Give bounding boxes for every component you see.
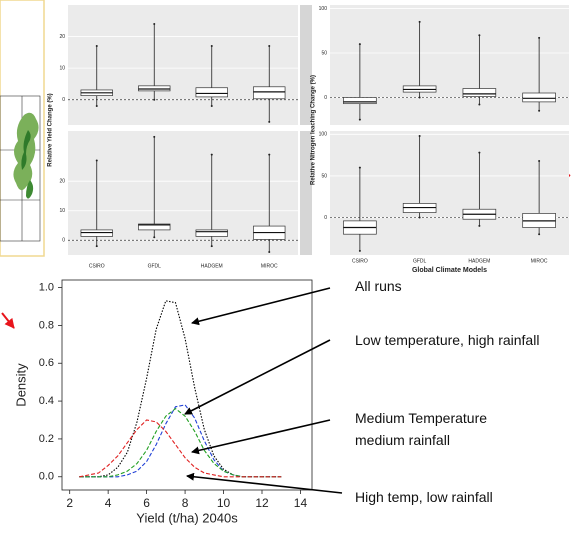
panel-background xyxy=(68,5,298,125)
x-axis-label: Global Climate Models xyxy=(412,267,487,274)
outlier-extreme xyxy=(153,236,155,238)
outlier-extreme xyxy=(359,250,361,252)
annotation-arrow xyxy=(185,340,330,414)
y-tick-label: 0.8 xyxy=(39,319,54,331)
chart: 0102001020CSIROGFDLHADGEMMIROCRelative Y… xyxy=(0,0,572,550)
y-axis-label: Density xyxy=(13,363,28,407)
box xyxy=(343,97,376,103)
outlier-extreme xyxy=(153,136,155,138)
x-tick-label: 8 xyxy=(182,496,189,510)
red-arrow xyxy=(2,313,14,328)
y-tick-label: 1.0 xyxy=(39,281,54,293)
outlier-extreme xyxy=(478,152,480,154)
y-tick-label: 100 xyxy=(319,6,328,12)
x-tick-label: 10 xyxy=(217,496,231,510)
annotation-arrow xyxy=(187,476,342,493)
outlier-extreme xyxy=(96,45,98,47)
outlier-extreme xyxy=(268,154,270,156)
plot-frame xyxy=(62,280,312,490)
x-tick-label: CSIRO xyxy=(352,258,368,264)
outlier-extreme xyxy=(96,105,98,107)
y-tick-label: 20 xyxy=(59,34,65,40)
x-tick-label: MIROC xyxy=(261,263,278,269)
y-tick-label: 10 xyxy=(59,208,65,214)
y-tick-label: 0.4 xyxy=(39,395,54,407)
outlier-extreme xyxy=(211,45,213,47)
y-tick-label: 0 xyxy=(62,97,65,103)
outlier-extreme xyxy=(268,45,270,47)
annotation: All runs xyxy=(355,275,475,297)
outlier-extreme xyxy=(211,105,213,107)
y-tick-label: 0 xyxy=(324,215,327,221)
x-tick-label: GFDL xyxy=(413,258,427,264)
density-line xyxy=(79,409,281,477)
outlier-extreme xyxy=(538,110,540,112)
outlier-extreme xyxy=(268,251,270,253)
x-tick-label: GFDL xyxy=(148,263,162,269)
outlier-extreme xyxy=(419,217,421,219)
y-tick-label: 10 xyxy=(59,65,65,71)
y-tick-label: 20 xyxy=(59,179,65,185)
annotation: Medium Temperature medium rainfall xyxy=(355,407,515,451)
x-tick-label: HADGEM xyxy=(201,263,223,269)
box xyxy=(196,230,228,236)
outlier-extreme xyxy=(478,104,480,106)
y-tick-label: 0 xyxy=(324,95,327,101)
panel-background xyxy=(330,131,569,255)
x-tick-label: HADGEM xyxy=(468,258,490,264)
annotation: Low temperature, high rainfall xyxy=(355,329,545,351)
x-tick-label: 14 xyxy=(294,496,308,510)
outlier-extreme xyxy=(419,21,421,23)
y-tick-label: 100 xyxy=(319,132,328,138)
y-tick-label: 0.0 xyxy=(39,471,54,483)
outlier-extreme xyxy=(419,135,421,137)
annotation-arrow xyxy=(192,288,330,323)
box xyxy=(138,86,170,91)
y-tick-label: 0 xyxy=(62,238,65,244)
map-fragment xyxy=(0,0,44,256)
box xyxy=(463,89,496,97)
outlier-extreme xyxy=(478,34,480,36)
box xyxy=(253,87,285,99)
y-axis-label: Relative Yield Change (%) xyxy=(48,93,54,166)
outlier-extreme xyxy=(359,167,361,169)
outlier-extreme xyxy=(153,99,155,101)
x-tick-label: 12 xyxy=(255,496,269,510)
x-tick-label: 2 xyxy=(66,496,73,510)
box xyxy=(523,93,556,102)
y-axis-label: Relative Nitrogen leaching Change (%) xyxy=(311,75,317,185)
y-tick-label: 50 xyxy=(321,173,327,179)
outlier-extreme xyxy=(419,96,421,98)
annotation: High temp, low rainfall xyxy=(355,486,555,508)
y-tick-label: 50 xyxy=(321,50,327,56)
y-tick-label: 0.2 xyxy=(39,433,54,445)
outlier-extreme xyxy=(478,225,480,227)
y-tick-label: 0.6 xyxy=(39,357,54,369)
outlier-extreme xyxy=(538,37,540,39)
outlier-extreme xyxy=(268,121,270,123)
outlier-extreme xyxy=(96,160,98,162)
outlier-extreme xyxy=(359,43,361,45)
x-tick-label: MIROC xyxy=(531,258,548,264)
x-tick-label: 6 xyxy=(143,496,150,510)
x-tick-label: 4 xyxy=(105,496,112,510)
x-tick-label: CSIRO xyxy=(89,263,105,269)
annotation-arrow xyxy=(192,420,330,452)
outlier-extreme xyxy=(153,23,155,25)
x-axis-label: Yield (t/ha) 2040s xyxy=(136,510,238,525)
panel-background xyxy=(330,5,569,125)
outlier-extreme xyxy=(211,245,213,247)
box xyxy=(196,88,228,97)
density-line xyxy=(79,405,281,477)
figure: 0102001020CSIROGFDLHADGEMMIROCRelative Y… xyxy=(0,0,572,550)
density-line xyxy=(79,420,281,477)
outlier-extreme xyxy=(96,245,98,247)
outlier-extreme xyxy=(359,119,361,121)
outlier-extreme xyxy=(211,154,213,156)
outlier-extreme xyxy=(538,160,540,162)
outlier-extreme xyxy=(538,233,540,235)
